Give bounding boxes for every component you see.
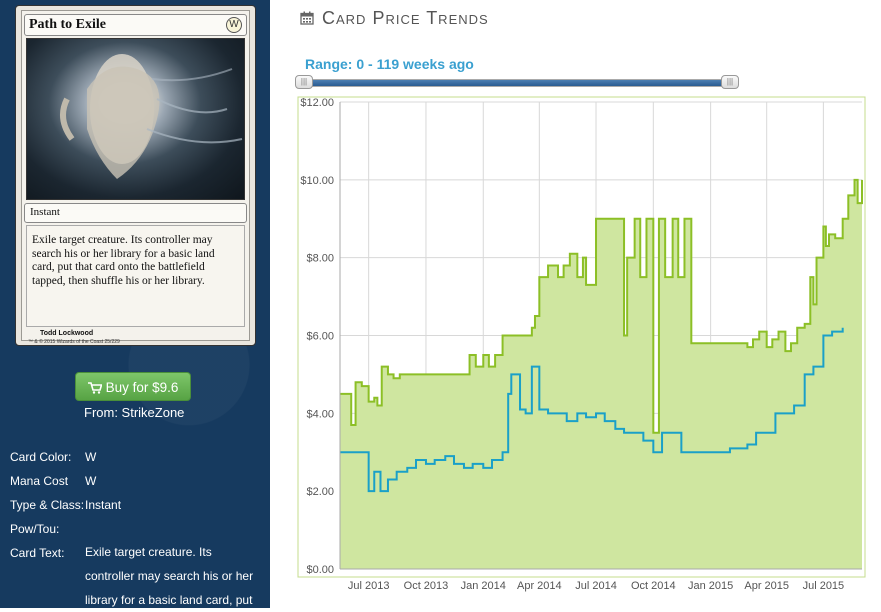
- buy-button-label: Buy for $9.6: [105, 380, 179, 395]
- info-value: Exile target creature. Its controller ma…: [85, 545, 254, 607]
- x-tick-label: Oct 2014: [631, 580, 676, 592]
- card-type-line: Instant: [30, 206, 60, 218]
- slider-handle-left[interactable]: |||: [295, 75, 313, 89]
- info-value: W: [85, 474, 97, 488]
- card-rules-text: Exile target creature. Its controller ma…: [32, 234, 215, 287]
- y-tick-label: $4.00: [306, 408, 334, 420]
- card-image: Path to Exile W Instant Exile target cre…: [15, 5, 256, 346]
- info-label: Pow/Tou:: [10, 522, 60, 536]
- chart-title: Card Price Trends: [322, 8, 489, 28]
- card-name: Path to Exile: [29, 17, 106, 32]
- card-sidebar: Path to Exile W Instant Exile target cre…: [0, 0, 270, 608]
- card-type-bar: Instant: [24, 203, 247, 223]
- calendar-icon: [300, 11, 314, 25]
- retail-price-area: [340, 179, 862, 570]
- card-artist: Todd Lockwood: [40, 330, 94, 337]
- white-mana-icon: W: [226, 17, 242, 33]
- card-copyright: ™ & © 2015 Wizards of the Coast 25/229: [28, 339, 120, 345]
- card-name-bar: Path to Exile W: [24, 14, 247, 36]
- x-tick-label: Apr 2014: [517, 580, 562, 592]
- y-tick-label: $12.00: [300, 97, 334, 109]
- card-frame: Path to Exile W Instant Exile target cre…: [21, 10, 250, 345]
- y-tick-label: $2.00: [306, 486, 334, 498]
- card-art: [26, 38, 245, 200]
- x-tick-label: Oct 2013: [404, 580, 449, 592]
- card-art-illustration: [60, 54, 243, 179]
- buylist-price-line: [340, 327, 844, 493]
- x-tick-label: Apr 2015: [744, 580, 789, 592]
- chart-axes: $0.00 $2.00 $4.00 $6.00 $8.00 $10.00 $12.00 Jul…: [300, 97, 862, 592]
- info-value: W: [85, 450, 97, 464]
- range-label: Range: 0 - 119 weeks ago: [305, 56, 474, 72]
- chart-series: [340, 178, 863, 570]
- x-tick-label: Jul 2013: [348, 580, 390, 592]
- card-text-box: Exile target creature. Its controller ma…: [26, 225, 245, 327]
- y-tick-label: $10.00: [300, 175, 334, 187]
- seller-label: From: StrikeZone: [84, 405, 185, 420]
- x-tick-label: Jul 2015: [803, 580, 845, 592]
- x-tick-label: Jan 2014: [461, 580, 506, 592]
- buy-button[interactable]: Buy for $9.6: [75, 372, 191, 401]
- info-value: Instant: [85, 498, 122, 512]
- range-slider[interactable]: ||| |||: [295, 75, 739, 89]
- info-label: Type & Class:: [10, 498, 85, 512]
- retail-price-line: [340, 178, 863, 434]
- info-label: Card Color:: [10, 450, 72, 464]
- y-tick-label: $0.00: [306, 564, 334, 576]
- y-tick-label: $8.00: [306, 253, 334, 265]
- slider-handle-right[interactable]: |||: [721, 75, 739, 89]
- info-label: Card Text:: [10, 546, 65, 560]
- x-tick-label: Jan 2015: [688, 580, 733, 592]
- x-tick-label: Jul 2014: [575, 580, 617, 592]
- shopping-cart-icon: [87, 382, 102, 395]
- y-tick-label: $6.00: [306, 331, 334, 343]
- info-label: Mana Cost: [10, 474, 69, 488]
- slider-selected-range[interactable]: [301, 80, 731, 86]
